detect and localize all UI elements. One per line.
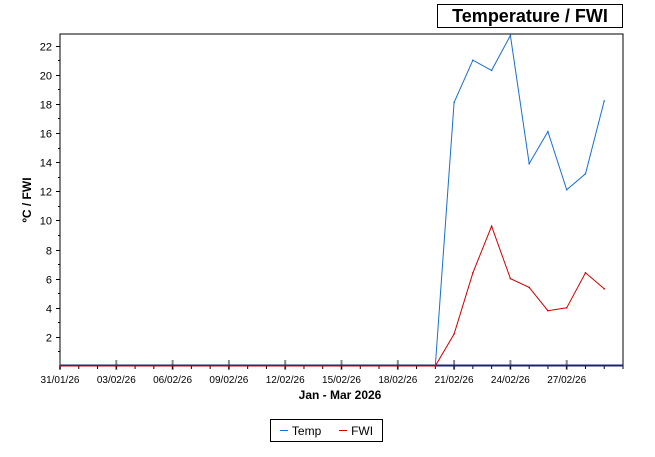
data-point-fwi [490, 225, 493, 228]
data-point-temp [528, 162, 530, 165]
legend-label-fwi: FWI [351, 423, 374, 438]
chart-title: Temperature / FWI [437, 4, 623, 28]
y-tick-label: 20 [40, 71, 52, 83]
data-point-fwi [453, 333, 455, 335]
x-tick-label: 15/02/26 [322, 375, 361, 386]
y-tick-label: 4 [46, 304, 52, 316]
x-tick-label: 31/01/26 [41, 375, 80, 386]
x-tick-label: 06/02/26 [153, 375, 192, 386]
data-point-fwi [528, 286, 530, 289]
data-point-fwi [472, 272, 474, 274]
y-tick-label: 8 [46, 246, 52, 258]
legend-item-fwi: FWI [339, 424, 373, 438]
data-point-temp [490, 69, 493, 72]
y-tick-label: 6 [46, 275, 52, 287]
y-tick-label: 12 [40, 187, 52, 199]
data-point-fwi [565, 306, 568, 309]
legend-label-temp: Temp [291, 423, 322, 438]
data-point-fwi [603, 288, 606, 290]
legend-item-temp: Temp [279, 423, 322, 438]
x-tick-label: 27/02/26 [547, 375, 586, 386]
x-tick-label: 03/02/26 [97, 375, 136, 386]
x-tick-label: 24/02/26 [491, 375, 530, 386]
data-point-temp [509, 34, 512, 37]
data-point-temp [453, 101, 455, 104]
data-point-fwi [434, 365, 437, 367]
data-point-fwi [584, 272, 587, 274]
y-tick-label: 2 [46, 333, 52, 345]
data-point-temp [565, 189, 568, 191]
data-point-temp [547, 130, 549, 133]
y-tick-label: 18 [40, 100, 52, 112]
x-tick-label: 09/02/26 [209, 375, 248, 386]
legend-swatch-fwi [339, 430, 348, 431]
data-point-temp [472, 59, 474, 62]
x-tick-label: 21/02/26 [435, 375, 474, 386]
x-tick-label: 12/02/26 [266, 375, 305, 386]
x-axis-label: Jan - Mar 2026 [299, 388, 382, 402]
y-tick-label: 16 [40, 129, 52, 141]
data-point-fwi [547, 309, 549, 312]
x-tick-label: 18/02/26 [378, 375, 417, 386]
data-point-fwi [59, 365, 61, 367]
y-tick-label: 14 [40, 158, 52, 170]
plot-frame [59, 33, 624, 367]
legend: Temp FWI [270, 419, 383, 442]
y-tick-label: 22 [40, 42, 52, 54]
chart-title-text: Temperature / FWI [452, 5, 608, 26]
y-axis-label: ºC / FWI [20, 177, 34, 222]
data-point-temp [603, 100, 606, 102]
y-tick-label: 10 [40, 216, 52, 228]
data-point-temp [584, 172, 587, 175]
data-point-fwi [509, 277, 512, 280]
legend-swatch-temp [279, 430, 288, 431]
